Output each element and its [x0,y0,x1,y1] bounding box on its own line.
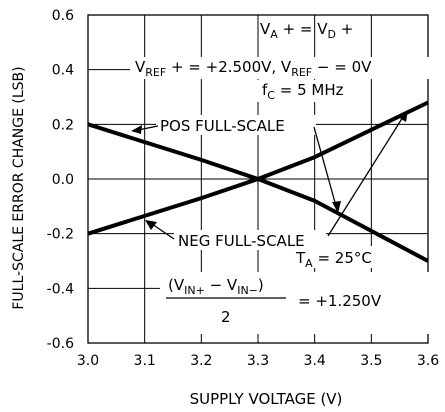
y-tick-label: -0.6 [47,336,74,352]
y-tick-label: -0.4 [47,281,74,297]
y-tick-label: -0.2 [47,227,74,243]
neg-full-scale-line [87,100,429,236]
x-tick-label: 3.3 [247,353,269,369]
pos-arrow-head-right [332,201,341,213]
test-conditions: VA + = VD + VREF + = +2.500V, VREF − = 0… [130,20,440,334]
y-tick-label: 0.0 [52,172,74,188]
y-tick-label: 0.6 [52,8,74,24]
x-tick-label: 3.1 [134,353,156,369]
fc-condition: fC = 5 MHz [262,81,344,102]
x-tick-label: 3.4 [304,353,326,369]
neg-full-scale-label: NEG FULL-SCALE [178,232,305,250]
y-axis-label: FULL-SCALE ERROR CHANGE (LSB) [11,66,27,309]
pos-arrow-head-left [131,125,142,134]
pos-full-scale-label: POS FULL-SCALE [160,117,285,135]
vref-condition: VREF + = +2.500V, VREF − = 0V [135,58,372,79]
neg-arrow-head-right [398,110,408,122]
x-tick-label: 3.5 [360,353,382,369]
x-tick-label: 3.0 [77,353,99,369]
x-tick-label: 3.6 [417,353,439,369]
plot-frame [87,14,429,344]
x-tick-label: 3.2 [190,353,212,369]
series-annotations: POS FULL-SCALE NEG FULL-SCALE [131,110,408,250]
pos-label-arrow-right [313,126,337,207]
y-tick-label: 0.4 [52,63,74,79]
neg-label-arrow-left [151,223,175,240]
series-layer [87,100,429,263]
x-axis-label: SUPPLY VOLTAGE (V) [190,390,343,408]
ta-condition: TA = 25°C [295,249,372,270]
supply-condition: VA + = VD + [260,20,353,41]
neg-label-arrow-right [327,116,404,237]
vin-denominator: 2 [221,308,231,326]
vin-value: = +1.250V [298,292,382,310]
neg-arrow-head-left [145,220,157,230]
tick-labels: 3.0 3.1 3.2 3.3 3.4 3.5 3.6 0.6 0.4 0.2 0.0 -0.2 -0.… [47,8,440,369]
y-tick-label: 0.2 [52,117,74,133]
